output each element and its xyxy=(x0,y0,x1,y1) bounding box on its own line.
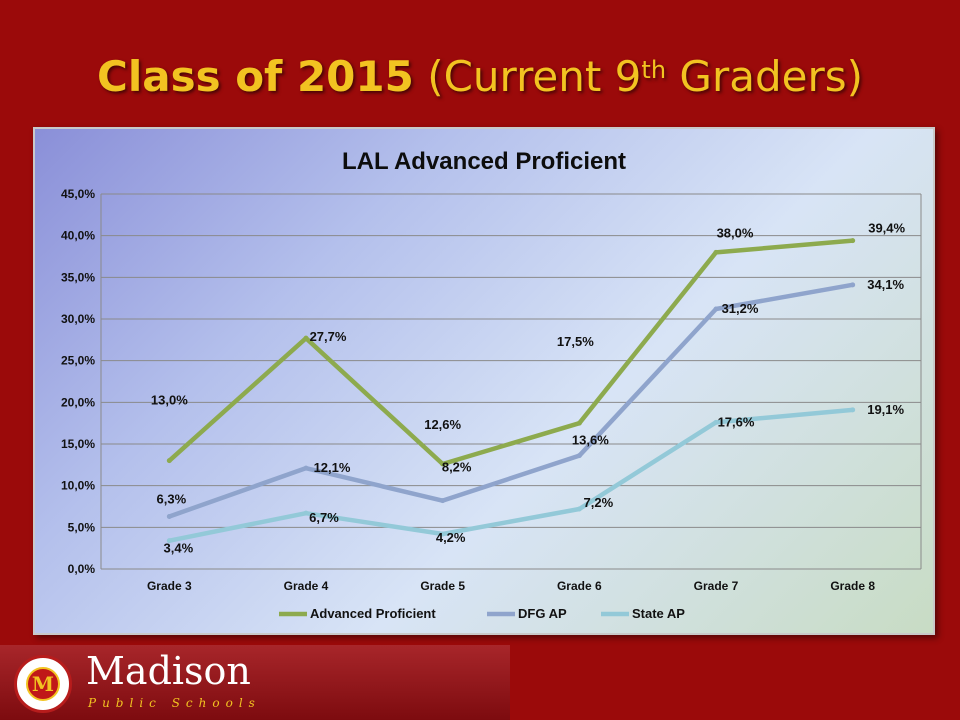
data-label: 8,2% xyxy=(442,460,472,475)
data-label: 38,0% xyxy=(717,225,754,240)
y-tick-label: 40,0% xyxy=(61,229,95,243)
data-point xyxy=(576,420,582,426)
data-point xyxy=(303,335,309,341)
y-tick-label: 30,0% xyxy=(61,312,95,326)
data-point xyxy=(440,531,446,537)
footer-band xyxy=(0,645,510,720)
y-tick-label: 15,0% xyxy=(61,437,95,451)
data-point xyxy=(713,419,719,425)
data-point xyxy=(303,465,309,471)
data-point xyxy=(850,407,856,413)
x-tick-label: Grade 8 xyxy=(830,579,875,593)
data-point xyxy=(576,453,582,459)
data-label: 4,2% xyxy=(436,530,466,545)
data-label: 12,6% xyxy=(424,417,461,432)
data-label: 6,3% xyxy=(157,492,187,507)
line-chart: LAL Advanced Proficient 0,0% 5,0% 10,0% 15,… xyxy=(61,148,922,621)
data-label: 34,1% xyxy=(867,277,904,292)
chart-grid xyxy=(100,193,922,570)
y-tick-label: 5,0% xyxy=(68,520,96,534)
madison-seal-logo: M xyxy=(14,655,72,713)
x-tick-label: Grade 7 xyxy=(694,579,739,593)
data-label: 13,6% xyxy=(572,433,609,448)
slide-title: Class of 2015 (Current 9th Graders) xyxy=(0,56,960,98)
data-point xyxy=(440,461,446,467)
y-tick-label: 0,0% xyxy=(68,562,96,576)
chart-frame: LAL Advanced Proficient 0,0% 5,0% 10,0% 15,… xyxy=(33,127,935,635)
logo-letter: M xyxy=(26,667,60,701)
series-line xyxy=(167,238,855,467)
x-tick-label: Grade 5 xyxy=(420,579,465,593)
data-point xyxy=(166,538,172,544)
data-point xyxy=(166,514,172,519)
data-point xyxy=(576,506,582,512)
slide-title-sup: th xyxy=(641,56,667,84)
data-point xyxy=(713,249,719,255)
series-line xyxy=(167,407,855,543)
data-label: 17,6% xyxy=(718,414,755,429)
data-point xyxy=(166,458,172,464)
data-label: 19,1% xyxy=(867,402,904,417)
data-label: 13,0% xyxy=(151,393,188,408)
data-label: 7,2% xyxy=(584,495,614,510)
chart-series xyxy=(166,238,856,544)
data-point xyxy=(303,510,309,516)
x-axis: Grade 3 Grade 4 Grade 5 Grade 6 Grade 7 Grade… xyxy=(147,579,875,593)
x-tick-label: Grade 3 xyxy=(147,579,192,593)
slide-title-paren: (Current 9 xyxy=(427,52,642,101)
data-point xyxy=(850,238,856,244)
x-tick-label: Grade 6 xyxy=(557,579,602,593)
y-tick-label: 20,0% xyxy=(61,395,95,409)
data-label: 27,7% xyxy=(310,329,347,344)
data-point xyxy=(850,282,856,288)
y-tick-label: 45,0% xyxy=(61,187,95,201)
data-label: 6,7% xyxy=(309,510,339,525)
data-point xyxy=(440,498,446,504)
y-axis: 0,0% 5,0% 10,0% 15,0% 20,0% 25,0% 30,0% 35,0% 40… xyxy=(61,187,95,576)
slide-title-end: Graders) xyxy=(666,52,863,101)
y-tick-label: 35,0% xyxy=(61,270,95,284)
slide-title-rest: (Current 9th Graders) xyxy=(427,52,863,101)
brand-name: Madison xyxy=(86,649,251,693)
data-label: 39,4% xyxy=(868,221,905,236)
chart-title: LAL Advanced Proficient xyxy=(342,148,626,175)
data-point xyxy=(713,306,719,312)
series-line xyxy=(167,282,855,519)
data-label: 17,5% xyxy=(557,334,594,349)
x-tick-label: Grade 4 xyxy=(284,579,329,593)
brand-subtitle: Public Schools xyxy=(88,696,261,710)
legend-label: Advanced Proficient xyxy=(310,606,436,621)
slide-title-bold: Class of 2015 xyxy=(97,52,414,101)
data-label: 12,1% xyxy=(314,460,351,475)
data-labels: 13,0% 27,7% 12,6% 17,5% 38,0% 39,4% 6,3% 12,1% 8… xyxy=(151,221,906,556)
data-label: 31,2% xyxy=(722,301,759,316)
y-tick-label: 10,0% xyxy=(61,479,95,493)
legend-label: State AP xyxy=(632,606,685,621)
data-label: 3,4% xyxy=(164,541,194,556)
chart-legend: Advanced Proficient DFG AP State AP xyxy=(279,606,685,621)
legend-label: DFG AP xyxy=(518,606,567,621)
y-tick-label: 25,0% xyxy=(61,354,95,368)
